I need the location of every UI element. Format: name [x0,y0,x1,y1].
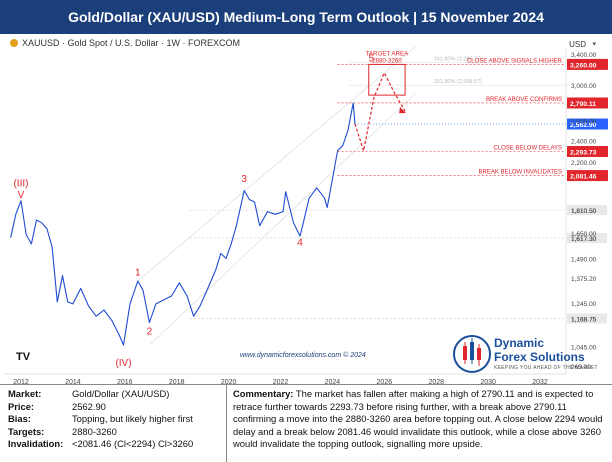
targets-key: Targets: [8,425,45,437]
target-area-box [368,63,406,96]
price-tag-bg [567,97,608,109]
x-tick-label: 2022 [273,379,289,384]
wave-label: 4 [297,237,303,248]
price-tag-bg [567,146,608,158]
commentary-key: Commentary: [233,388,294,399]
x-tick-label: 2016 [117,379,133,384]
y-tick-label: 1,168.75 [571,317,597,324]
price-value: 2562.90 [72,400,106,412]
y-tick-label: 1,810.50 [571,208,597,215]
y-tick-label: 1,045.00 [571,344,597,351]
price-tag-label: 1,810.50 [571,208,597,215]
level-label: BREAK ABOVE CONFIRMS [486,97,562,103]
price-tag-label: 2,081.46 [570,174,597,181]
wave-label: V [18,190,25,201]
price-key: Price: [8,400,35,412]
wave-label: (IV) [115,358,131,369]
market-value: Gold/Dollar (XAU/USD) [72,388,170,399]
x-tick-label: 2024 [325,379,341,384]
y-tick-label: 2,200.00 [571,160,597,167]
x-tick-label: 2030 [480,379,496,384]
wave-label: (III) [13,179,28,190]
y-tick-label: 1,375.20 [571,276,597,283]
symbol-toolbar[interactable]: XAUUSD · Gold Spot / U.S. Dollar · 1W · … [10,38,240,48]
invalidation-value: <2081.46 (Cl<2294) Cl>3260 [72,438,194,450]
level-label: CLOSE ABOVE SIGNALS HIGHER [467,58,563,64]
y-tick-label: 2,400.00 [571,138,597,145]
wave-label: 3 [241,174,247,185]
page-title: Gold/Dollar (XAU/USD) Medium-Long Term O… [0,0,612,34]
x-tick-label: 2032 [532,379,548,384]
projection-arrow-icon [399,107,407,114]
y-tick-label: 1,245.00 [571,301,597,308]
price-tag-label: 3,260.00 [570,62,597,69]
x-tick-label: 2020 [221,379,237,384]
chart-area[interactable]: XAUUSD · Gold Spot / U.S. Dollar · 1W · … [4,36,608,386]
logo-tagline: KEEPING YOU AHEAD OF THE MARKET [494,365,598,371]
commentary-block: Commentary: The market has fallen after … [233,388,605,451]
price-tag-label: 2,790.11 [570,101,596,108]
y-tick-label: 965.00 [571,364,591,371]
x-tick-label: 2028 [428,379,444,384]
channel-lower-line [149,93,416,346]
fib-label: 161.80% (2,998.57) [434,79,482,85]
level-label: CLOSE BELOW DELAYS [493,146,562,152]
bias-key: Bias: [8,413,31,425]
tradingview-logo: TV [16,351,31,363]
wave-label: 1 [135,268,141,279]
x-tick-label: 2018 [169,379,185,384]
y-tick-label: 3,400.00 [571,52,597,59]
wave-label: 5 [369,53,375,64]
wave-label: 2 [147,327,153,338]
company-logo: Dynamic Forex Solutions KEEPING YOU AHEA… [452,328,602,388]
y-tick-label: 1,490.00 [571,256,597,263]
price-tag-label: 2,562.90 [570,122,597,129]
price-tag-bg [567,313,607,324]
price-tag-bg [567,118,608,130]
projected-path [354,71,406,151]
bias-value: Topping, but likely higher first [72,413,193,425]
price-tag-label: 2,293.73 [570,150,597,157]
info-panel: Market: Gold/Dollar (XAU/USD) Price: 2562.… [0,384,612,462]
targets-value: 2880-3260 [72,425,117,437]
info-divider [226,385,227,462]
price-tag-bg [567,58,608,70]
price-tag-label: 1,168.75 [571,317,597,324]
symbol-label: XAUUSD · Gold Spot / U.S. Dollar · 1W · … [22,38,241,48]
price-chart: 1,810.50 1,617.30 1,168.75 161.80% (3,286.2… [4,46,608,386]
market-summary: Market: Gold/Dollar (XAU/USD) Price: 2562.… [8,388,220,451]
price-tag-label: 1,617.30 [571,236,597,243]
channel-upper-line [137,46,416,282]
y-tick-label: 3,000.00 [571,83,597,90]
logo-brand-line2: Forex Solutions [494,350,585,364]
gold-symbol-icon [10,39,18,47]
logo-brand-line1: Dynamic [494,336,545,350]
price-tag-bg [567,233,607,244]
x-tick-label: 2026 [377,379,393,384]
target-area-label: TARGET AREA [366,50,410,57]
currency-selector[interactable]: USD [569,40,586,49]
market-key: Market: [8,388,42,399]
y-tick-label: 2,600.00 [571,118,597,125]
candlestick-logo-icon [453,335,491,373]
x-tick-label: 2012 [13,379,29,384]
chevron-down-icon[interactable]: ▾ [592,41,596,48]
commentary-text: The market has fallen after making a hig… [233,388,603,450]
y-tick-label: 1,617.30 [571,236,597,243]
fib-label: 161.80% (3,286.27) [434,56,482,62]
target-area-range: 2880-3260 [372,57,402,64]
price-line [10,102,356,346]
price-tag-bg [567,170,608,182]
invalidation-key: Invalidation: [8,438,64,450]
x-tick-label: 2014 [65,379,81,384]
level-label: BREAK BELOW INVALIDATES [479,170,562,176]
price-tag-bg [567,205,607,216]
y-tick-label: 1,650.00 [571,231,597,238]
website-watermark: www.dynamicforexsolutions.com © 2024 [240,352,366,359]
